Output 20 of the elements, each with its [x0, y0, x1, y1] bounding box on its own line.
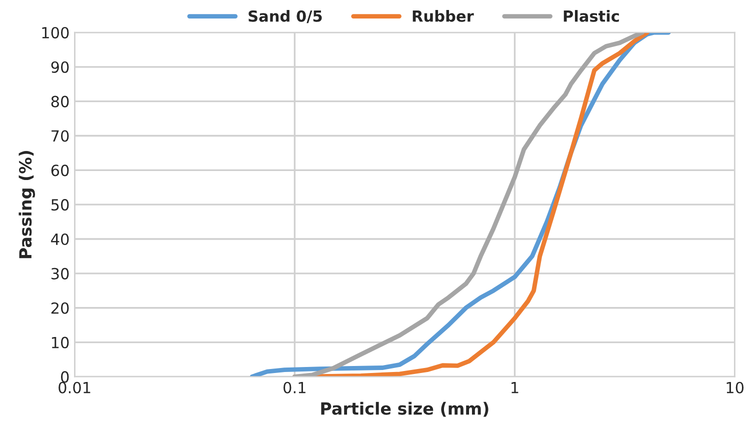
- y-tick-label: 0: [61, 371, 69, 383]
- x-tick-label: 0.01: [58, 382, 90, 394]
- x-tick-label: 10: [726, 382, 744, 394]
- x-tick-label: 1: [512, 382, 518, 394]
- y-tick-label: 50: [51, 199, 69, 211]
- y-tick-label: 80: [51, 96, 69, 108]
- y-tick-label: 10: [52, 336, 69, 348]
- x-tick-label: 0.1: [284, 382, 306, 394]
- legend-label: Rubber: [412, 10, 474, 22]
- y-tick-label: 30: [51, 268, 69, 280]
- y-tick-label: 40: [51, 233, 69, 246]
- legend-label: Plastic: [564, 10, 619, 22]
- y-tick-label: 90: [51, 61, 69, 73]
- legend-label: Sand 0/5: [248, 10, 322, 24]
- x-axis-title: Particle size (mm): [321, 402, 488, 417]
- y-tick-label: 60: [51, 164, 69, 176]
- y-tick-label: 100: [42, 26, 69, 38]
- y-tick-label: 20: [51, 302, 69, 314]
- y-axis-title: Passing (%): [18, 150, 36, 258]
- y-tick-label: 70: [52, 130, 69, 142]
